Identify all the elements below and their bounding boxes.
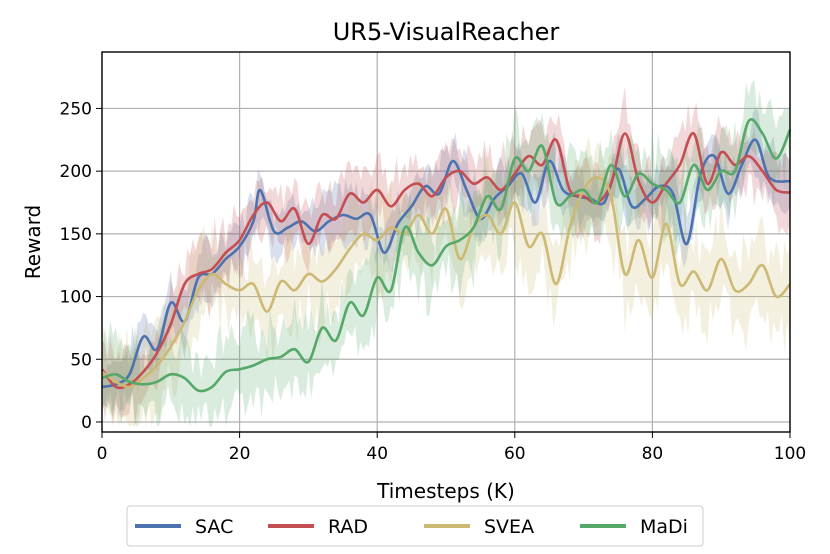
y-axis-label: Reward: [21, 205, 45, 279]
y-axis-ticks: 0 50 100 150 200 250: [60, 99, 102, 433]
legend-label-sac: SAC: [195, 516, 233, 538]
x-tick-label: 100: [774, 444, 806, 464]
line-svea: [101, 176, 791, 389]
band-svea: [102, 135, 790, 427]
y-tick-label: 250: [60, 99, 92, 119]
x-tick-label: 20: [229, 444, 251, 464]
band-sac: [102, 108, 790, 418]
x-tick-label: 60: [504, 444, 526, 464]
plot-frame: [101, 51, 791, 433]
confidence-bands: [102, 79, 790, 428]
x-axis-label: Timesteps (K): [376, 479, 515, 503]
y-tick-label: 100: [60, 288, 92, 308]
legend-label-svea: SVEA: [484, 516, 534, 538]
x-tick-label: 0: [97, 444, 108, 464]
line-madi: [101, 118, 792, 393]
y-tick-label: 200: [60, 162, 92, 182]
legend: SAC RAD SVEA MaDi: [126, 505, 704, 547]
band-madi: [102, 79, 790, 427]
x-tick-label: 80: [642, 444, 664, 464]
band-rad: [102, 86, 790, 428]
legend-label-madi: MaDi: [640, 516, 688, 538]
chart-title: UR5-VisualReacher: [333, 18, 560, 46]
y-tick-label: 150: [60, 225, 92, 245]
line-rad: [100, 132, 791, 390]
x-axis-ticks: 0 20 40 60 80 100: [97, 432, 806, 464]
x-tick-label: 40: [366, 444, 388, 464]
line-sac: [101, 138, 791, 389]
legend-box: [126, 505, 704, 547]
legend-label-rad: RAD: [328, 516, 368, 538]
y-tick-label: 50: [70, 350, 92, 370]
series-lines: [100, 118, 792, 393]
y-tick-label: 0: [81, 413, 92, 433]
